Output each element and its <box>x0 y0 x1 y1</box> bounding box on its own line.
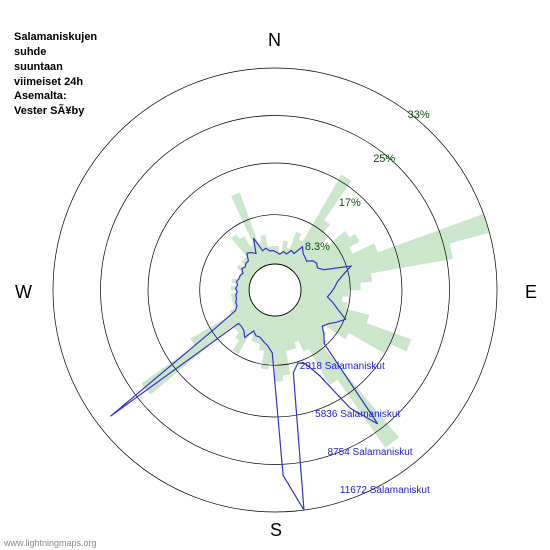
count-ring-label: 11672 Salamaniskut <box>340 485 430 496</box>
cardinal-w: W <box>15 282 32 303</box>
cardinal-n: N <box>268 30 281 51</box>
inner-circle <box>249 264 301 316</box>
count-ring-label: 8754 Salamaniskut <box>328 447 413 458</box>
ring-pct-label: 25% <box>373 153 395 165</box>
cardinal-e: E <box>525 282 537 303</box>
cardinal-s: S <box>270 520 282 541</box>
ring-pct-label: 17% <box>339 197 361 209</box>
chart-title: Salamaniskujen suhde suuntaan viimeiset … <box>14 30 97 119</box>
count-ring-label: 5836 Salamaniskut <box>315 409 400 420</box>
count-ring-label: 2918 Salamaniskut <box>300 361 385 372</box>
ring-pct-label: 8.3% <box>305 241 330 253</box>
ring-pct-label: 33% <box>408 109 430 121</box>
footer-credit: www.lightningmaps.org <box>4 538 97 548</box>
